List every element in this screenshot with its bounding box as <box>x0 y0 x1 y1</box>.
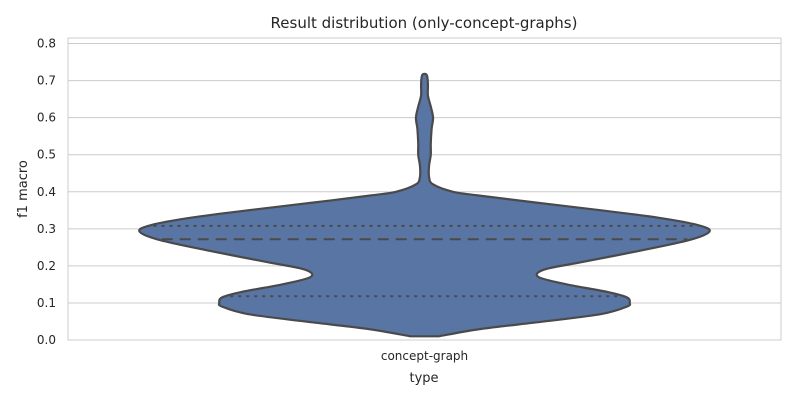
y-tick-label: 0.1 <box>37 296 56 310</box>
y-tick-label: 0.8 <box>37 37 56 51</box>
tick-layer: 0.0 0.1 0.2 0.3 0.4 0.5 0.6 0.7 0.8 concept-graph <box>37 37 468 363</box>
y-axis-title: f1 macro <box>16 160 31 218</box>
x-tick-label: concept-graph <box>381 349 468 363</box>
y-tick-label: 0.0 <box>37 333 56 347</box>
y-tick-label: 0.5 <box>37 148 56 162</box>
x-axis-title: type <box>409 371 438 386</box>
y-tick-label: 0.4 <box>37 185 56 199</box>
plot-layer <box>138 72 711 338</box>
violin-body <box>138 72 711 338</box>
y-tick-label: 0.7 <box>37 74 56 88</box>
y-tick-label: 0.2 <box>37 259 56 273</box>
chart-title: Result distribution (only-concept-graphs… <box>271 14 578 32</box>
y-tick-label: 0.3 <box>37 222 56 236</box>
y-tick-label: 0.6 <box>37 111 56 125</box>
